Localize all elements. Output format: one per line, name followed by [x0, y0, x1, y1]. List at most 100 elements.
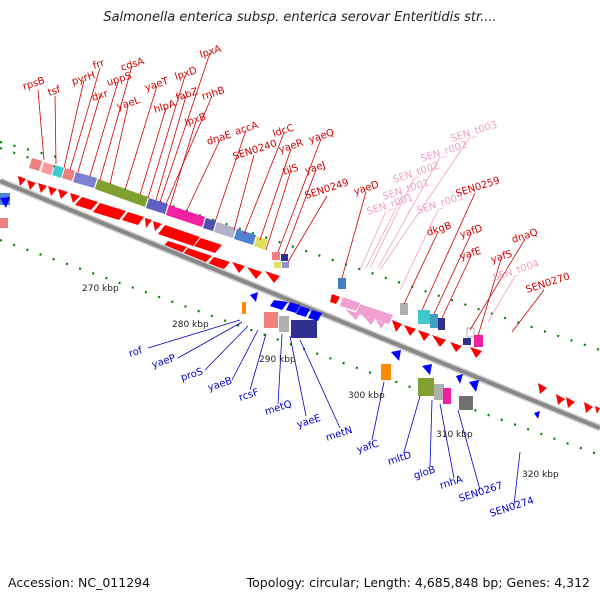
gene-label: yafD — [459, 223, 485, 241]
gene-arrow — [566, 397, 575, 408]
cog-box — [418, 310, 430, 324]
cog-box — [459, 396, 473, 410]
gene-label: yaeQ — [308, 127, 336, 146]
cog-box — [281, 254, 288, 261]
cog-box — [438, 318, 445, 330]
gene-label: rnhA — [439, 474, 465, 492]
rna-label: SEN_t003 — [450, 120, 499, 145]
gene-label: lpxA — [199, 44, 223, 61]
gene-arrow — [122, 212, 144, 225]
gene-arrow — [93, 203, 126, 220]
gene-arrow — [75, 197, 98, 210]
gene-label: yaeJ — [304, 160, 328, 177]
gene-label: yafC — [356, 438, 381, 455]
gene-label: fabZ — [175, 86, 200, 104]
reverse-leader-lines — [147, 319, 521, 506]
gene-label: metQ — [264, 399, 294, 418]
gene-label: rpsB — [22, 75, 47, 92]
gene-arrow — [158, 225, 200, 246]
gene-arrow — [182, 248, 212, 263]
cog-box — [41, 162, 54, 175]
rna-gene — [340, 297, 360, 311]
gene-label: uppS — [106, 71, 134, 89]
gene-arrow — [48, 186, 57, 196]
gene-arrow — [232, 262, 245, 273]
gene-arrow — [153, 221, 162, 231]
reverse-cog-track — [242, 302, 473, 410]
cog-box — [0, 218, 8, 228]
cog-box — [272, 252, 280, 260]
gene-label: cdsA — [120, 56, 146, 74]
cog-box — [52, 165, 64, 178]
gene-label: proS — [180, 366, 205, 383]
gene-arrow — [538, 383, 547, 394]
cog-box — [242, 302, 246, 314]
scale-label: 300 kbp — [348, 391, 385, 401]
forward-gene-arrows — [18, 176, 600, 414]
gene-label: yaeL — [116, 95, 142, 113]
cog-box — [274, 262, 281, 268]
reverse-gene-labels: rof yaeP proS yaeB rcsF metQ yaeE metN y… — [128, 345, 536, 520]
rna-gene — [362, 315, 375, 325]
gene-arrow — [595, 406, 600, 414]
gene-arrow — [194, 238, 222, 253]
gene-label: dkgB — [426, 221, 454, 239]
gene-label: ldcC — [272, 123, 296, 140]
rna-label: SEN_r002 — [420, 139, 469, 164]
gene-label: rnhB — [201, 85, 227, 103]
gene-arrow — [247, 267, 262, 279]
scale-label: 320 kbp — [522, 470, 559, 480]
cog-box — [73, 172, 97, 188]
scale-labels: 270 kbp 280 kbp 290 kbp 300 kbp 310 kbp … — [82, 284, 559, 480]
gene-label: tsf — [47, 84, 63, 99]
gene-label: dnaE — [206, 130, 233, 148]
cog-box — [381, 364, 391, 380]
forward-gene-labels: rpsB tsf pyrH frr dxr uppS cdsA yaeL yae… — [22, 44, 572, 296]
gene-arrow — [450, 342, 462, 352]
gene-label: yaeT — [144, 76, 171, 94]
gene-label: SEN0240 — [232, 138, 279, 163]
rna-genes — [340, 297, 393, 329]
cog-box — [166, 205, 205, 227]
gene-label: yaeE — [296, 413, 323, 431]
gene-label: accA — [234, 120, 260, 138]
gene-arrow — [145, 218, 152, 228]
rna-leader-lines — [359, 136, 516, 323]
gene-arrow — [58, 189, 68, 199]
gene-label: yaeP — [151, 353, 177, 371]
gene-arrow — [556, 394, 565, 405]
gene-arrow — [534, 411, 540, 419]
cog-box — [254, 236, 268, 250]
gene-arrow — [265, 271, 280, 283]
scale-label: 310 kbp — [436, 430, 473, 440]
gene-label: rof — [128, 345, 145, 360]
cog-box — [443, 388, 451, 404]
cog-box — [62, 168, 75, 181]
scale-label: 270 kbp — [82, 284, 119, 294]
cog-box — [95, 179, 148, 207]
gene-label: yaeR — [278, 138, 305, 156]
cog-box — [466, 327, 475, 338]
gene-label: lpxB — [184, 112, 208, 129]
gene-label: pyrH — [71, 70, 97, 88]
gene-arrow — [330, 294, 340, 304]
gene-arrow — [38, 183, 47, 193]
gene-arrow — [469, 380, 479, 392]
cog-box — [29, 158, 42, 171]
gene-label: metN — [325, 425, 354, 444]
gene-arrow — [162, 241, 187, 254]
cog-box — [282, 262, 289, 268]
gene-arrow — [432, 335, 446, 347]
cog-box — [418, 378, 434, 396]
cog-box — [203, 218, 216, 231]
gene-label: frr — [92, 58, 107, 72]
gene-label: lpxD — [174, 65, 199, 83]
cog-box — [400, 303, 408, 315]
gene-arrow — [70, 193, 80, 203]
gene-label: yaeB — [207, 376, 234, 394]
gene-label: gloB — [413, 465, 438, 482]
gene-label: dxr — [91, 88, 111, 104]
reverse-gene-arrows — [0, 197, 540, 419]
cog-box — [291, 320, 317, 338]
gene-label: SEN0249 — [304, 177, 351, 202]
